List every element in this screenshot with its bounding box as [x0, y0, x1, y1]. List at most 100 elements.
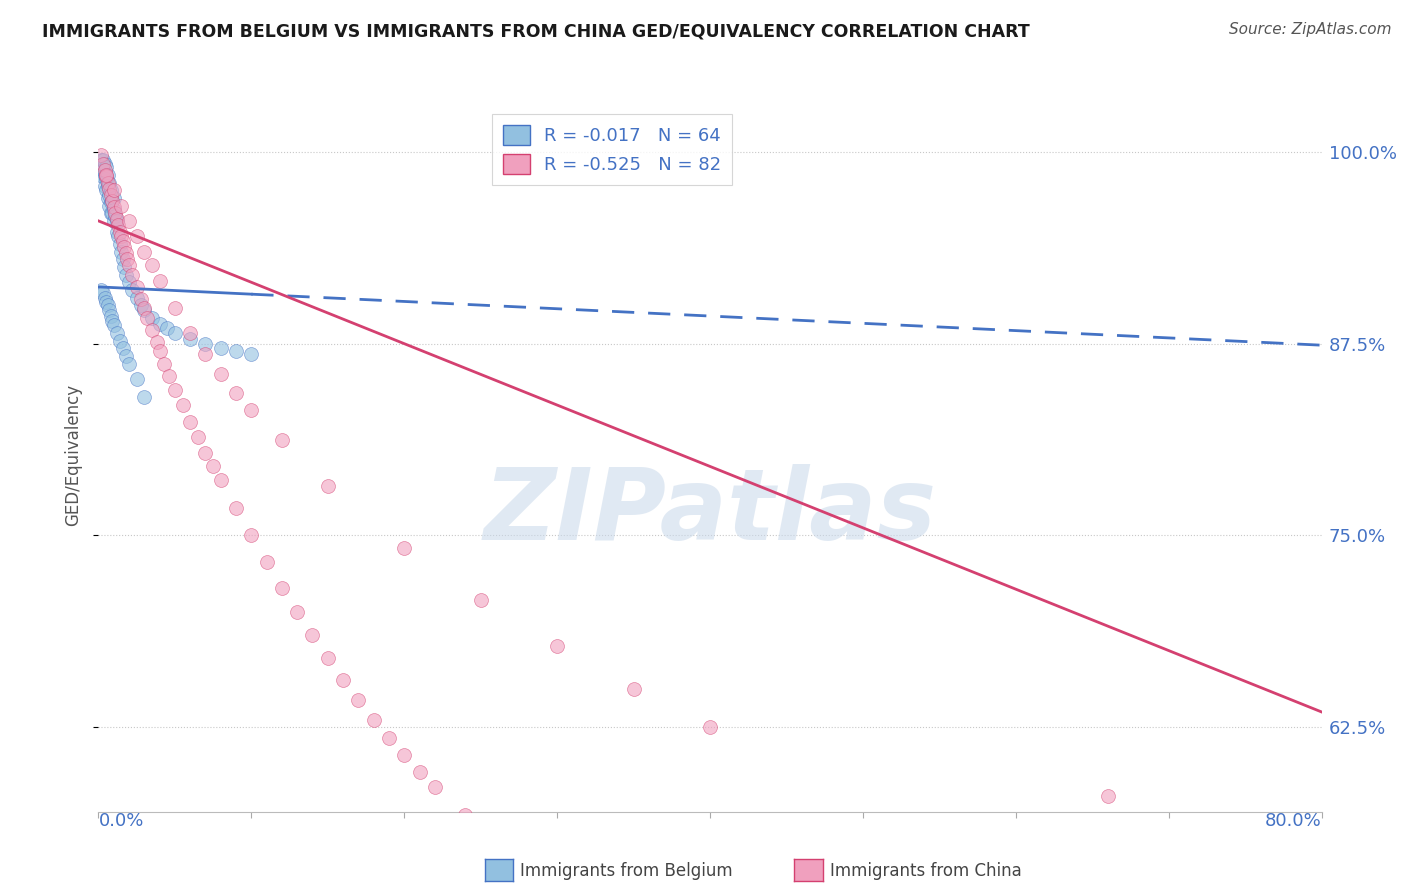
- Point: [270, 581, 292, 595]
- Point: [100, 309, 122, 323]
- Point: [110, 244, 132, 259]
- Point: [157, 368, 180, 383]
- Point: [454, 807, 477, 822]
- Point: [153, 357, 176, 371]
- Point: [125, 229, 148, 244]
- Point: [125, 372, 148, 386]
- Point: [111, 252, 134, 267]
- Point: [1097, 789, 1119, 804]
- Point: [240, 528, 263, 542]
- Point: [256, 555, 278, 569]
- Point: [187, 430, 209, 444]
- Point: [103, 203, 125, 218]
- Point: [97, 298, 120, 312]
- Point: [101, 194, 124, 208]
- Point: [225, 385, 247, 400]
- Point: [129, 292, 152, 306]
- Legend: R = -0.017   N = 64, R = -0.525   N = 82: R = -0.017 N = 64, R = -0.525 N = 82: [492, 114, 733, 185]
- Point: [91, 163, 114, 178]
- Point: [98, 187, 121, 202]
- Text: ZIPatlas: ZIPatlas: [484, 464, 936, 560]
- Point: [105, 326, 128, 340]
- Point: [149, 317, 172, 331]
- Text: Source: ZipAtlas.com: Source: ZipAtlas.com: [1229, 22, 1392, 37]
- Point: [125, 280, 148, 294]
- Point: [94, 183, 117, 197]
- Point: [105, 225, 128, 239]
- Point: [97, 176, 120, 190]
- Point: [134, 244, 156, 259]
- Point: [90, 283, 112, 297]
- Point: [103, 318, 125, 333]
- Point: [516, 854, 538, 868]
- Point: [98, 182, 121, 196]
- Point: [179, 415, 201, 429]
- Point: [129, 298, 152, 312]
- Point: [332, 673, 354, 687]
- Point: [134, 302, 156, 317]
- Point: [209, 473, 232, 487]
- Point: [392, 747, 416, 762]
- Point: [93, 163, 115, 178]
- Point: [107, 219, 129, 233]
- Point: [546, 639, 568, 653]
- Point: [103, 191, 125, 205]
- Point: [103, 183, 125, 197]
- Point: [105, 212, 128, 227]
- Point: [90, 160, 112, 174]
- Text: 0.0%: 0.0%: [98, 812, 143, 830]
- Point: [485, 832, 508, 847]
- Point: [105, 214, 128, 228]
- Point: [93, 168, 115, 182]
- Point: [546, 873, 568, 888]
- Point: [101, 206, 124, 220]
- Point: [100, 187, 122, 202]
- Point: [97, 178, 120, 193]
- Point: [91, 285, 114, 300]
- Point: [141, 259, 163, 273]
- Point: [118, 259, 141, 273]
- Point: [118, 214, 141, 228]
- Point: [470, 593, 492, 607]
- Point: [100, 195, 122, 210]
- Point: [115, 246, 138, 260]
- Text: Immigrants from China: Immigrants from China: [830, 862, 1021, 880]
- Point: [107, 229, 129, 244]
- Point: [111, 341, 134, 355]
- Point: [93, 178, 115, 193]
- Point: [94, 160, 117, 174]
- Point: [202, 459, 225, 474]
- Point: [121, 268, 143, 282]
- Point: [225, 500, 247, 515]
- Point: [104, 209, 127, 223]
- Point: [115, 349, 138, 363]
- Point: [118, 357, 141, 371]
- Point: [112, 240, 135, 254]
- Point: [301, 628, 323, 642]
- Point: [90, 153, 112, 167]
- Point: [112, 260, 135, 274]
- Point: [98, 302, 121, 317]
- Point: [111, 234, 134, 248]
- Point: [108, 225, 131, 239]
- Point: [98, 176, 121, 190]
- Point: [149, 344, 172, 359]
- Point: [110, 229, 132, 244]
- Point: [98, 198, 121, 212]
- Point: [141, 310, 163, 325]
- Point: [115, 268, 138, 282]
- Point: [104, 206, 127, 220]
- Point: [179, 326, 201, 340]
- Point: [101, 194, 124, 208]
- Point: [121, 283, 143, 297]
- Point: [285, 605, 308, 619]
- Point: [108, 236, 131, 251]
- Point: [91, 153, 114, 167]
- Point: [392, 541, 416, 555]
- Point: [103, 214, 125, 228]
- Point: [134, 390, 156, 404]
- Point: [270, 434, 292, 448]
- Point: [118, 275, 141, 289]
- Point: [136, 310, 159, 325]
- Point: [194, 445, 217, 459]
